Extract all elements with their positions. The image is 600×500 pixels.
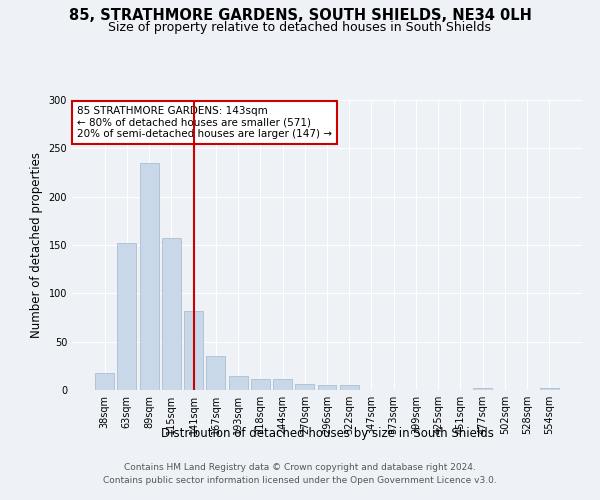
Bar xyxy=(118,243,136,390)
Text: Contains HM Land Registry data © Crown copyright and database right 2024.: Contains HM Land Registry data © Crown c… xyxy=(124,464,476,472)
Text: 85, STRATHMORE GARDENS, SOUTH SHIELDS, NE34 0LH: 85, STRATHMORE GARDENS, SOUTH SHIELDS, N… xyxy=(68,8,532,22)
Bar xyxy=(162,238,181,390)
Text: 85 STRATHMORE GARDENS: 143sqm
← 80% of detached houses are smaller (571)
20% of : 85 STRATHMORE GARDENS: 143sqm ← 80% of d… xyxy=(77,106,332,139)
Bar xyxy=(340,385,359,390)
Bar xyxy=(273,380,292,390)
Bar xyxy=(540,388,559,390)
Text: Contains public sector information licensed under the Open Government Licence v3: Contains public sector information licen… xyxy=(103,476,497,485)
Text: Size of property relative to detached houses in South Shields: Size of property relative to detached ho… xyxy=(109,21,491,34)
Y-axis label: Number of detached properties: Number of detached properties xyxy=(30,152,43,338)
Bar xyxy=(295,384,314,390)
Bar xyxy=(251,380,270,390)
Bar xyxy=(229,376,248,390)
Bar xyxy=(184,310,203,390)
Text: Distribution of detached houses by size in South Shields: Distribution of detached houses by size … xyxy=(161,428,493,440)
Bar xyxy=(95,372,114,390)
Bar xyxy=(473,388,492,390)
Bar xyxy=(140,163,158,390)
Bar xyxy=(206,356,225,390)
Bar xyxy=(317,385,337,390)
